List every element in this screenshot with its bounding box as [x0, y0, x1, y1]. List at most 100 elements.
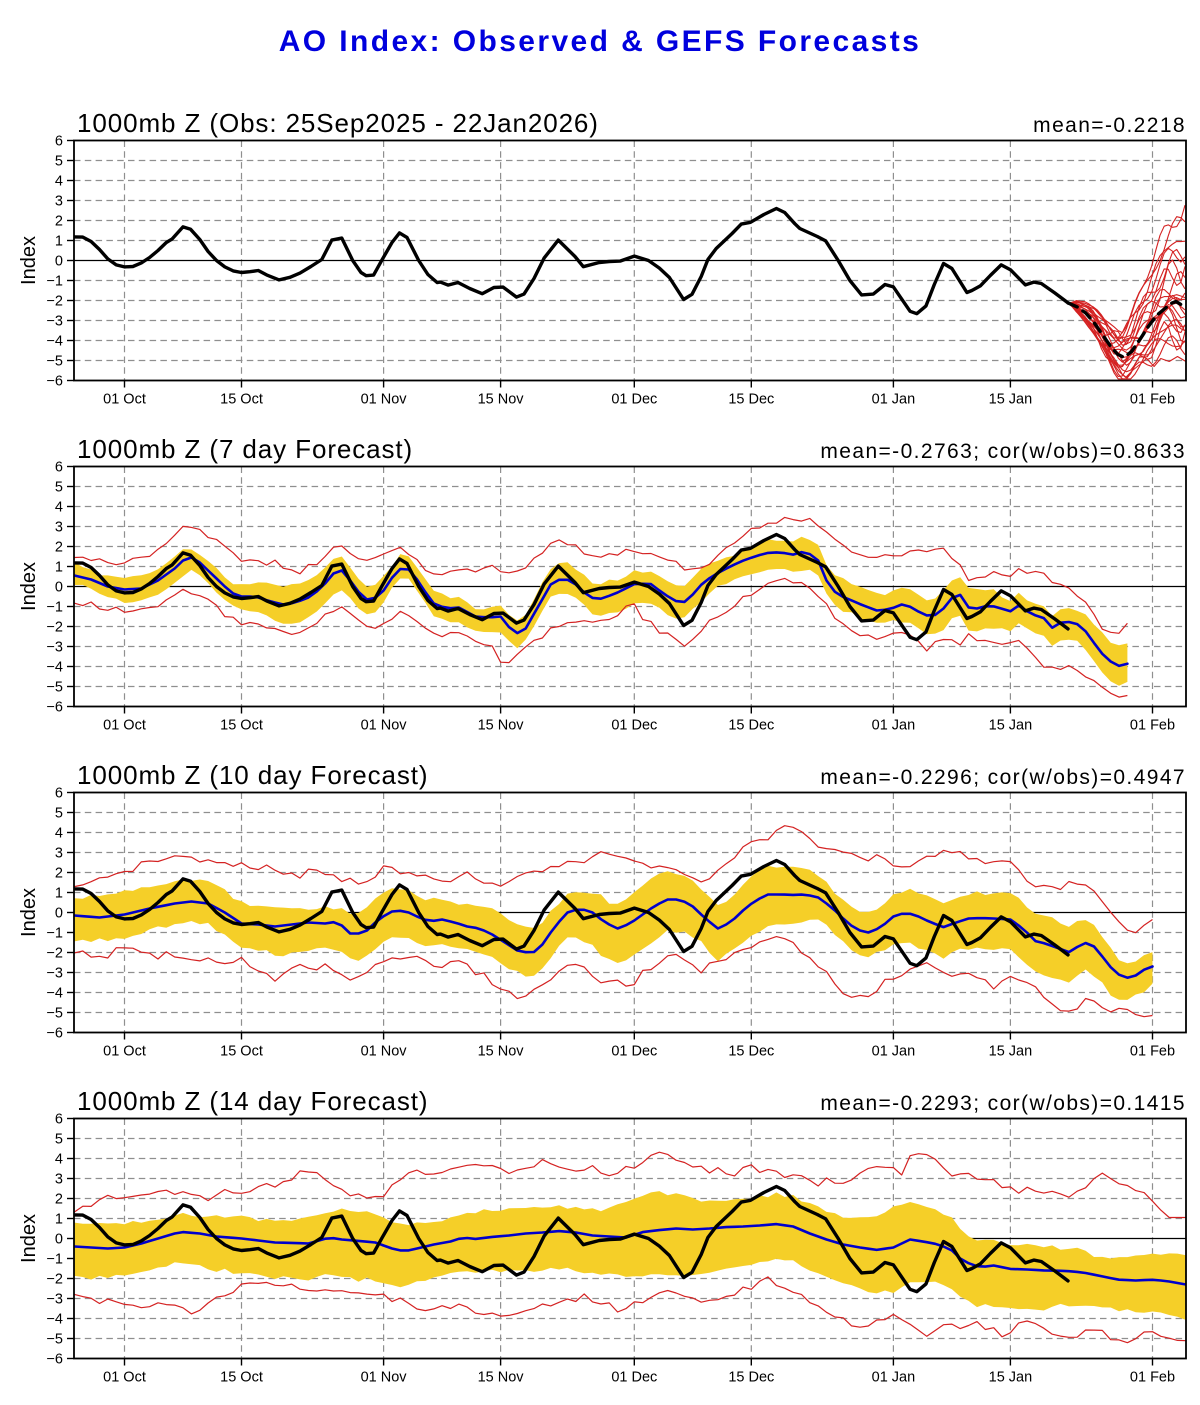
svg-text:01 Dec: 01 Dec — [611, 1370, 657, 1386]
svg-text:−2: −2 — [46, 294, 63, 310]
svg-text:−1: −1 — [46, 926, 63, 942]
svg-text:Index: Index — [18, 236, 40, 285]
svg-text:1: 1 — [55, 234, 63, 250]
svg-text:−3: −3 — [46, 1292, 63, 1308]
svg-text:01 Nov: 01 Nov — [361, 1370, 408, 1386]
svg-text:1: 1 — [55, 560, 63, 576]
svg-text:−4: −4 — [46, 334, 63, 350]
svg-text:15 Nov: 15 Nov — [478, 1044, 525, 1060]
svg-text:15 Nov: 15 Nov — [478, 1370, 525, 1386]
svg-text:4: 4 — [55, 500, 63, 516]
svg-text:15 Jan: 15 Jan — [989, 1044, 1033, 1060]
svg-text:1000mb Z (7 day Forecast): 1000mb Z (7 day Forecast) — [77, 434, 413, 464]
svg-text:2: 2 — [55, 866, 63, 882]
svg-text:Index: Index — [18, 1214, 40, 1263]
svg-text:15 Oct: 15 Oct — [220, 1370, 263, 1386]
svg-text:01 Dec: 01 Dec — [611, 392, 657, 408]
svg-text:1: 1 — [55, 886, 63, 902]
svg-text:0: 0 — [55, 906, 63, 922]
svg-text:−6: −6 — [46, 1352, 63, 1368]
svg-text:01 Oct: 01 Oct — [103, 392, 146, 408]
svg-text:01 Nov: 01 Nov — [361, 392, 408, 408]
svg-text:1000mb Z (Obs: 25Sep2025 - 22J: 1000mb Z (Obs: 25Sep2025 - 22Jan2026) — [77, 108, 599, 138]
svg-text:5: 5 — [55, 480, 63, 496]
svg-text:Index: Index — [18, 888, 40, 937]
svg-text:5: 5 — [55, 154, 63, 170]
svg-text:4: 4 — [55, 1152, 63, 1168]
svg-text:−3: −3 — [46, 966, 63, 982]
svg-text:01 Feb: 01 Feb — [1130, 1044, 1175, 1060]
svg-text:−5: −5 — [46, 680, 63, 696]
svg-text:mean=-0.2296; cor(w/obs)=0.494: mean=-0.2296; cor(w/obs)=0.4947 — [820, 766, 1186, 789]
svg-text:6: 6 — [55, 1112, 63, 1128]
svg-text:01 Feb: 01 Feb — [1130, 392, 1175, 408]
svg-text:−3: −3 — [46, 314, 63, 330]
svg-text:01 Oct: 01 Oct — [103, 1370, 146, 1386]
svg-text:−2: −2 — [46, 1272, 63, 1288]
svg-text:−3: −3 — [46, 640, 63, 656]
svg-text:mean=-0.2293; cor(w/obs)=0.141: mean=-0.2293; cor(w/obs)=0.1415 — [820, 1092, 1186, 1115]
svg-text:15 Jan: 15 Jan — [989, 718, 1033, 734]
svg-text:−1: −1 — [46, 1252, 63, 1268]
svg-text:0: 0 — [55, 580, 63, 596]
svg-text:−2: −2 — [46, 620, 63, 636]
svg-text:15 Jan: 15 Jan — [989, 392, 1033, 408]
svg-text:15 Dec: 15 Dec — [728, 718, 774, 734]
svg-text:2: 2 — [55, 1192, 63, 1208]
svg-text:15 Dec: 15 Dec — [728, 392, 774, 408]
svg-text:4: 4 — [55, 826, 63, 842]
svg-text:−5: −5 — [46, 1006, 63, 1022]
svg-text:−6: −6 — [46, 1026, 63, 1042]
svg-text:−2: −2 — [46, 946, 63, 962]
svg-text:01 Nov: 01 Nov — [361, 718, 408, 734]
svg-text:01 Jan: 01 Jan — [872, 1370, 916, 1386]
svg-text:mean=-0.2763; cor(w/obs)=0.863: mean=-0.2763; cor(w/obs)=0.8633 — [820, 440, 1186, 463]
svg-text:−4: −4 — [46, 1312, 63, 1328]
svg-text:01 Oct: 01 Oct — [103, 718, 146, 734]
svg-text:01 Feb: 01 Feb — [1130, 718, 1175, 734]
svg-text:01 Jan: 01 Jan — [872, 392, 916, 408]
svg-text:6: 6 — [55, 786, 63, 802]
svg-text:3: 3 — [55, 194, 63, 210]
svg-text:01 Jan: 01 Jan — [872, 718, 916, 734]
svg-text:5: 5 — [55, 1132, 63, 1148]
svg-text:0: 0 — [55, 254, 63, 270]
svg-text:15 Nov: 15 Nov — [478, 718, 525, 734]
svg-text:01 Feb: 01 Feb — [1130, 1370, 1175, 1386]
svg-text:−6: −6 — [46, 374, 63, 390]
svg-text:3: 3 — [55, 1172, 63, 1188]
svg-text:6: 6 — [55, 460, 63, 476]
svg-text:01 Dec: 01 Dec — [611, 1044, 657, 1060]
svg-text:−5: −5 — [46, 354, 63, 370]
svg-text:AO Index: Observed & GEFS Fore: AO Index: Observed & GEFS Forecasts — [279, 25, 922, 58]
svg-text:mean=-0.2218: mean=-0.2218 — [1033, 114, 1186, 137]
svg-text:−6: −6 — [46, 700, 63, 716]
svg-text:6: 6 — [55, 134, 63, 150]
svg-text:15 Dec: 15 Dec — [728, 1370, 774, 1386]
svg-text:15 Dec: 15 Dec — [728, 1044, 774, 1060]
svg-text:15 Oct: 15 Oct — [220, 1044, 263, 1060]
svg-text:15 Oct: 15 Oct — [220, 718, 263, 734]
svg-text:−4: −4 — [46, 986, 63, 1002]
svg-text:3: 3 — [55, 846, 63, 862]
svg-text:01 Dec: 01 Dec — [611, 718, 657, 734]
svg-text:01 Oct: 01 Oct — [103, 1044, 146, 1060]
svg-text:−5: −5 — [46, 1332, 63, 1348]
svg-text:15 Oct: 15 Oct — [220, 392, 263, 408]
svg-text:−1: −1 — [46, 600, 63, 616]
svg-text:15 Jan: 15 Jan — [989, 1370, 1033, 1386]
svg-text:2: 2 — [55, 540, 63, 556]
svg-text:−1: −1 — [46, 274, 63, 290]
svg-text:1000mb Z (14 day Forecast): 1000mb Z (14 day Forecast) — [77, 1086, 428, 1116]
svg-text:4: 4 — [55, 174, 63, 190]
svg-text:Index: Index — [18, 562, 40, 611]
svg-text:1000mb Z (10 day Forecast): 1000mb Z (10 day Forecast) — [77, 760, 428, 790]
svg-text:3: 3 — [55, 520, 63, 536]
svg-text:0: 0 — [55, 1232, 63, 1248]
svg-text:2: 2 — [55, 214, 63, 230]
svg-text:1: 1 — [55, 1212, 63, 1228]
svg-text:15 Nov: 15 Nov — [478, 392, 525, 408]
svg-text:01 Jan: 01 Jan — [872, 1044, 916, 1060]
svg-text:−4: −4 — [46, 660, 63, 676]
svg-text:01 Nov: 01 Nov — [361, 1044, 408, 1060]
